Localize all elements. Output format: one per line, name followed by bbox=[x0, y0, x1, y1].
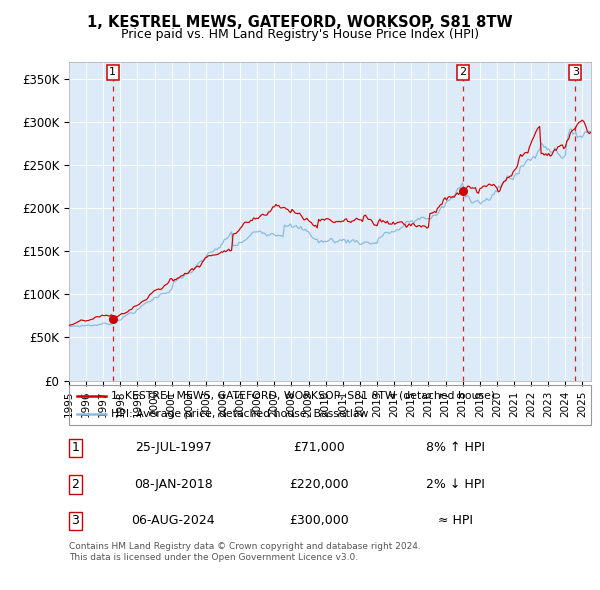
Text: Price paid vs. HM Land Registry's House Price Index (HPI): Price paid vs. HM Land Registry's House … bbox=[121, 28, 479, 41]
Text: 2: 2 bbox=[460, 67, 467, 77]
Text: 8% ↑ HPI: 8% ↑ HPI bbox=[426, 441, 485, 454]
Text: 25-JUL-1997: 25-JUL-1997 bbox=[135, 441, 212, 454]
Text: Contains HM Land Registry data © Crown copyright and database right 2024.
This d: Contains HM Land Registry data © Crown c… bbox=[69, 542, 421, 562]
Text: 1: 1 bbox=[71, 441, 79, 454]
Text: 06-AUG-2024: 06-AUG-2024 bbox=[131, 514, 215, 527]
Text: £71,000: £71,000 bbox=[293, 441, 346, 454]
Text: ≈ HPI: ≈ HPI bbox=[438, 514, 473, 527]
Text: 2% ↓ HPI: 2% ↓ HPI bbox=[426, 478, 485, 491]
Text: 08-JAN-2018: 08-JAN-2018 bbox=[134, 478, 213, 491]
Text: 3: 3 bbox=[71, 514, 79, 527]
Text: £300,000: £300,000 bbox=[290, 514, 349, 527]
Text: 3: 3 bbox=[572, 67, 579, 77]
Text: 1: 1 bbox=[109, 67, 116, 77]
Text: 1, KESTREL MEWS, GATEFORD, WORKSOP, S81 8TW (detached house): 1, KESTREL MEWS, GATEFORD, WORKSOP, S81 … bbox=[111, 391, 495, 401]
Text: 2: 2 bbox=[71, 478, 79, 491]
Text: HPI: Average price, detached house, Bassetlaw: HPI: Average price, detached house, Bass… bbox=[111, 409, 368, 419]
Text: 1, KESTREL MEWS, GATEFORD, WORKSOP, S81 8TW: 1, KESTREL MEWS, GATEFORD, WORKSOP, S81 … bbox=[87, 15, 513, 30]
Text: £220,000: £220,000 bbox=[290, 478, 349, 491]
